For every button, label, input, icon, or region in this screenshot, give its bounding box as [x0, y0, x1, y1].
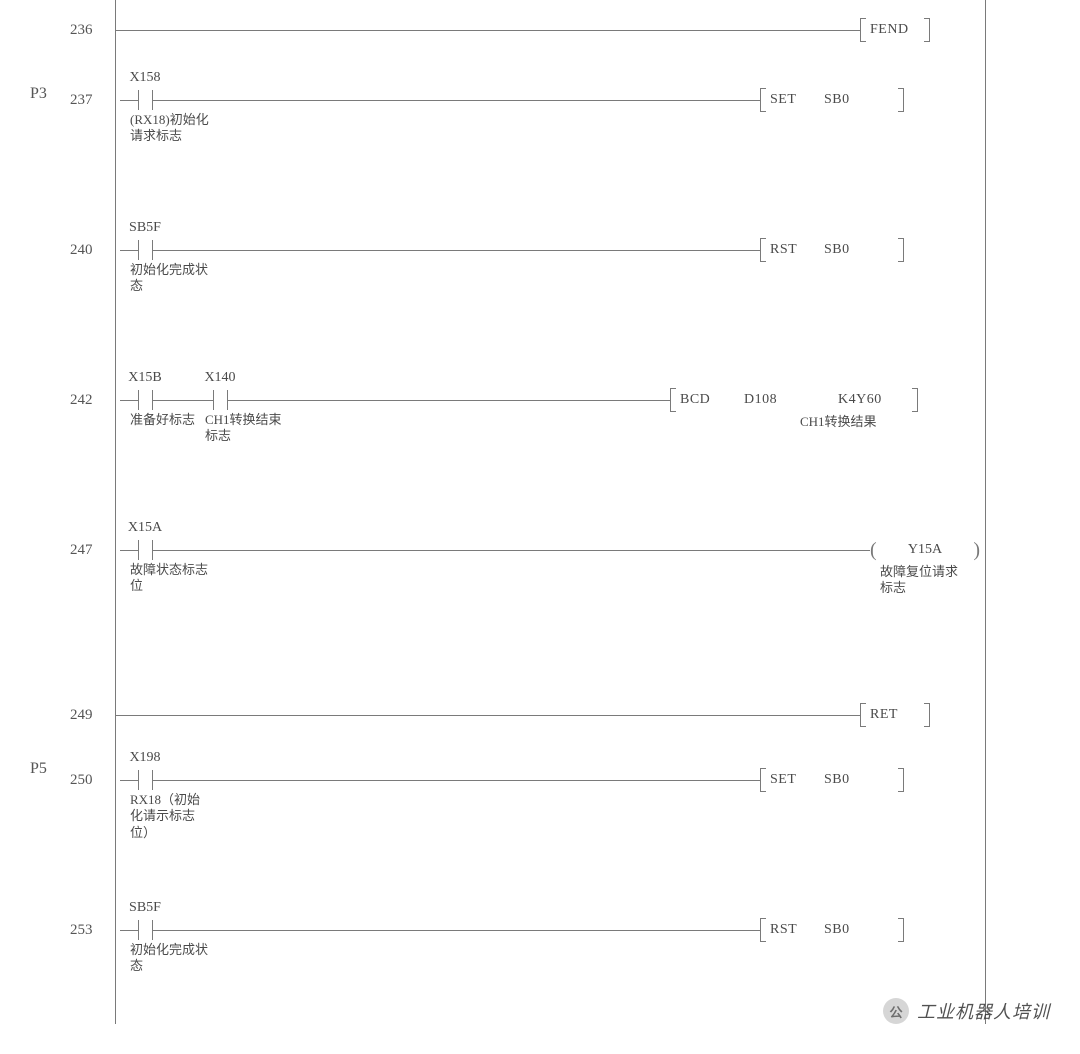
contact-x198: X198 RX18（初始化请示标志位）: [120, 770, 170, 790]
instr-set-sb0: SET SB0: [760, 88, 985, 112]
instr-rst-sb0: RST SB0: [760, 238, 985, 262]
ladder-diagram: P3 P5 236 FEND 237 X158 (RX18)初始化请求标志 SE…: [0, 0, 1080, 1054]
rung-number: 247: [70, 542, 93, 559]
rung-242: 242 X15B 准备好标志 X140 CH1转换结束标志 BCD D108 K…: [0, 400, 1080, 401]
rung-249: 249 RET: [0, 715, 1080, 716]
watermark-text: 工业机器人培训: [917, 998, 1050, 1024]
rung-240: 240 SB5F 初始化完成状态 RST SB0: [0, 250, 1080, 251]
instr-bcd: BCD D108 K4Y60 CH1转换结果: [670, 388, 985, 412]
contact-sb5f: SB5F 初始化完成状态: [120, 240, 170, 260]
left-bus-rail: [115, 0, 116, 1024]
coil-y15a: ( Y15A ) 故障复位请求标志: [870, 538, 980, 562]
rung-number: 236: [70, 22, 93, 39]
right-bus-rail: [985, 0, 986, 1024]
rung-237: 237 X158 (RX18)初始化请求标志 SET SB0: [0, 100, 1080, 101]
arg-comment: CH1转换结果: [800, 414, 880, 430]
instr-set-sb0-2: SET SB0: [760, 768, 985, 792]
rung-number: 249: [70, 707, 93, 724]
rung-number: 250: [70, 772, 93, 789]
contact-x140: X140 CH1转换结束标志: [195, 390, 245, 410]
rung-247: 247 X15A 故障状态标志位 ( Y15A ) 故障复位请求标志: [0, 550, 1080, 551]
contact-x15b: X15B 准备好标志: [120, 390, 170, 410]
watermark: 公 工业机器人培训: [883, 998, 1050, 1024]
rung-number: 240: [70, 242, 93, 259]
pointer-label-p5: P5: [30, 760, 47, 778]
contact-x15a: X15A 故障状态标志位: [120, 540, 170, 560]
rung-number: 242: [70, 392, 93, 409]
rung-236: 236 FEND: [0, 30, 1080, 31]
rung-number: 253: [70, 922, 93, 939]
rung-250: 250 X198 RX18（初始化请示标志位） SET SB0: [0, 780, 1080, 781]
wechat-icon: 公: [883, 998, 909, 1024]
contact-sb5f-2: SB5F 初始化完成状态: [120, 920, 170, 940]
instr-fend: FEND: [860, 18, 985, 42]
rung-number: 237: [70, 92, 93, 109]
rung-253: 253 SB5F 初始化完成状态 RST SB0: [0, 930, 1080, 931]
instr-ret: RET: [860, 703, 985, 727]
contact-x158: X158 (RX18)初始化请求标志: [120, 90, 170, 110]
instr-rst-sb0-2: RST SB0: [760, 918, 985, 942]
